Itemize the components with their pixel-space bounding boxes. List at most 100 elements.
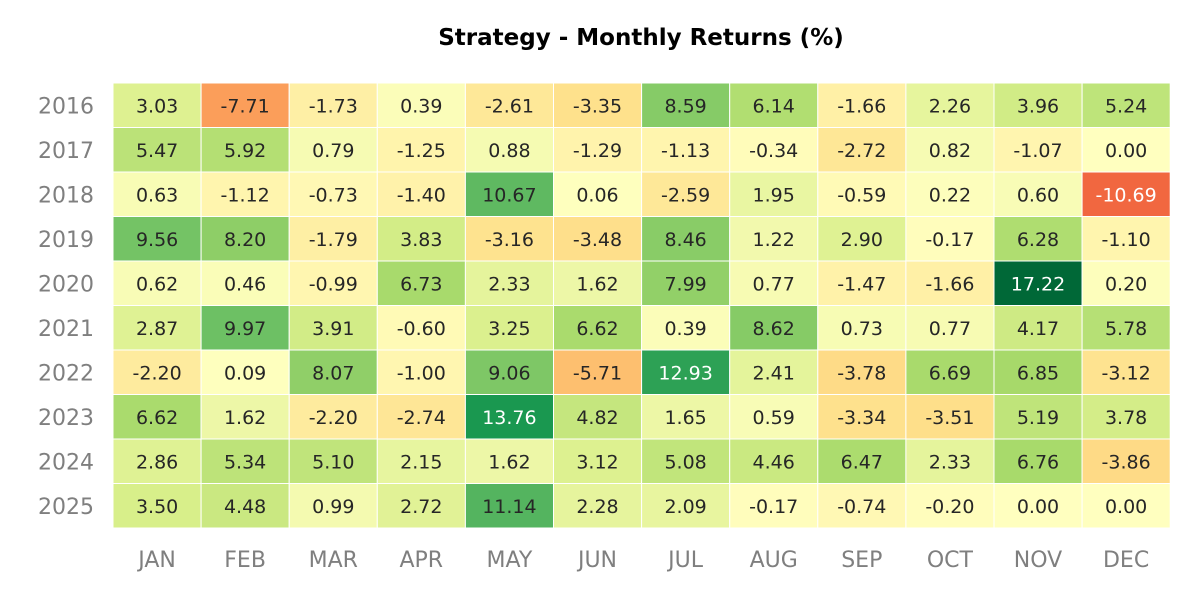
heatmap-cell — [553, 349, 643, 395]
heatmap-cell — [288, 171, 378, 217]
cell-value-label: 5.10 — [312, 451, 354, 473]
heatmap-cell — [993, 127, 1083, 173]
heatmap-cell — [905, 216, 995, 262]
heatmap-cell — [553, 438, 643, 484]
cell-value-label: 3.78 — [1105, 407, 1147, 429]
heatmap-cell — [905, 483, 995, 529]
cell-value-label: 7.99 — [664, 273, 706, 295]
heatmap-cell — [112, 82, 202, 128]
cell-value-label: -1.25 — [397, 140, 446, 162]
cell-value-label: 1.62 — [576, 273, 618, 295]
cell-value-label: -2.61 — [485, 95, 534, 117]
cell-value-label: 5.19 — [1017, 407, 1059, 429]
cell-value-label: 0.88 — [488, 140, 530, 162]
heatmap-cell — [464, 483, 554, 529]
cell-value-label: 5.78 — [1105, 318, 1147, 340]
cell-value-label: -1.66 — [837, 95, 886, 117]
heatmap-cell — [729, 127, 819, 173]
chart-title: Strategy - Monthly Returns (%) — [438, 25, 844, 51]
year-label: 2024 — [38, 450, 94, 475]
heatmap-cell — [641, 260, 731, 306]
heatmap-cell — [817, 438, 907, 484]
month-label: NOV — [1014, 548, 1062, 573]
heatmap-cell — [112, 171, 202, 217]
heatmap-cell — [288, 483, 378, 529]
heatmap-cell — [729, 82, 819, 128]
heatmap-cell — [993, 349, 1083, 395]
year-label: 2017 — [38, 139, 94, 164]
heatmap-cell — [464, 394, 554, 440]
cell-value-label: 3.83 — [400, 229, 442, 251]
heatmap-cell — [464, 349, 554, 395]
cell-value-label: -3.35 — [573, 95, 622, 117]
heatmap-cell — [288, 438, 378, 484]
heatmap-cell — [553, 82, 643, 128]
heatmap-cell — [1081, 394, 1171, 440]
heatmap-cell — [1081, 216, 1171, 262]
cell-value-label: 0.59 — [753, 407, 795, 429]
heatmap-cell — [376, 216, 466, 262]
heatmap-cell — [817, 127, 907, 173]
cell-value-label: 8.62 — [753, 318, 795, 340]
heatmap-cell — [1081, 171, 1171, 217]
cell-value-label: -5.71 — [573, 362, 622, 384]
heatmap-cell — [288, 349, 378, 395]
cell-value-label: -1.12 — [221, 184, 270, 206]
cell-value-label: 0.39 — [664, 318, 706, 340]
month-label: APR — [399, 548, 443, 573]
heatmap-cell — [464, 127, 554, 173]
cell-value-label: 3.03 — [136, 95, 178, 117]
heatmap-cell — [641, 483, 731, 529]
heatmap-cell — [376, 349, 466, 395]
heatmap-cell — [200, 349, 290, 395]
cell-value-label: 2.33 — [488, 273, 530, 295]
heatmap-cell — [993, 394, 1083, 440]
cell-value-label: -2.72 — [837, 140, 886, 162]
cell-value-label: 3.25 — [488, 318, 530, 340]
cell-value-label: 9.06 — [488, 362, 530, 384]
cell-value-label: 0.77 — [753, 273, 795, 295]
heatmap-cell — [641, 127, 731, 173]
heatmap-cells: 3.03 -7.71 -1.73 0.39 -2.61 -3.35 8.59 6.14 -1.6… — [112, 82, 1171, 529]
cell-value-label: 0.09 — [224, 362, 266, 384]
heatmap-cell — [993, 260, 1083, 306]
heatmap-cell — [1081, 82, 1171, 128]
cell-value-label: -2.59 — [661, 184, 710, 206]
heatmap-cell — [464, 171, 554, 217]
cell-value-label: 13.76 — [482, 407, 536, 429]
heatmap-cell — [553, 127, 643, 173]
heatmap-cell — [376, 483, 466, 529]
cell-value-label: 3.12 — [576, 451, 618, 473]
heatmap-cell — [729, 305, 819, 351]
heatmap-cell — [288, 216, 378, 262]
cell-value-label: -1.29 — [573, 140, 622, 162]
month-label: JAN — [136, 548, 176, 573]
heatmap-cell — [641, 216, 731, 262]
cell-value-label: 0.77 — [929, 318, 971, 340]
cell-value-label: 2.87 — [136, 318, 178, 340]
heatmap-cell — [376, 305, 466, 351]
year-label: 2016 — [38, 94, 94, 119]
year-label: 2021 — [38, 317, 94, 342]
heatmap-cell — [641, 349, 731, 395]
cell-value-label: 6.62 — [576, 318, 618, 340]
cell-value-label: -0.60 — [397, 318, 446, 340]
cell-value-label: 2.86 — [136, 451, 178, 473]
cell-value-label: -1.66 — [925, 273, 974, 295]
heatmap-cell — [641, 171, 731, 217]
cell-value-label: -3.86 — [1102, 451, 1151, 473]
year-label: 2019 — [38, 228, 94, 253]
cell-value-label: -0.17 — [749, 496, 798, 518]
heatmap-cell — [112, 260, 202, 306]
cell-value-label: 8.59 — [664, 95, 706, 117]
cell-value-label: 8.20 — [224, 229, 266, 251]
cell-value-label: 0.20 — [1105, 273, 1147, 295]
cell-value-label: 11.14 — [482, 496, 536, 518]
cell-value-label: 3.96 — [1017, 95, 1059, 117]
cell-value-label: 0.46 — [224, 273, 266, 295]
cell-value-label: 0.22 — [929, 184, 971, 206]
cell-value-label: 0.00 — [1017, 496, 1059, 518]
cell-value-label: -0.59 — [837, 184, 886, 206]
heatmap-cell — [112, 216, 202, 262]
